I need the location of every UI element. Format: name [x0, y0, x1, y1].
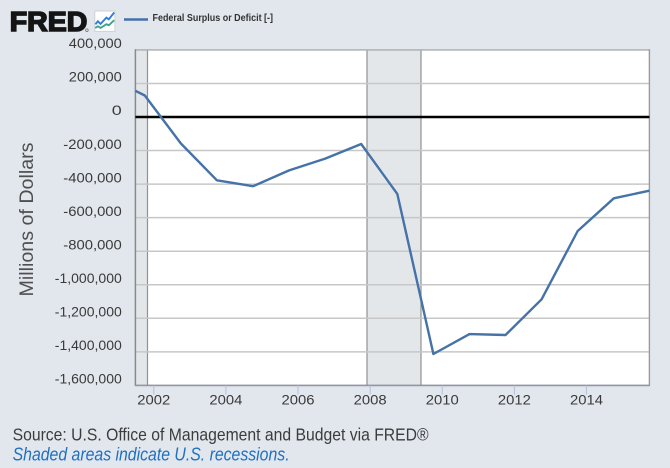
svg-text:Source: U.S. Office of Managem: Source: U.S. Office of Management and Bu…	[13, 424, 429, 444]
svg-text:2014: 2014	[570, 393, 603, 408]
svg-text:2002: 2002	[137, 393, 170, 408]
svg-text:400,000: 400,000	[69, 36, 122, 51]
svg-text:2012: 2012	[498, 393, 531, 408]
svg-text:FRED: FRED	[10, 6, 88, 37]
svg-text:-800,000: -800,000	[63, 237, 122, 252]
svg-text:-1,200,000: -1,200,000	[55, 305, 122, 320]
svg-text:2010: 2010	[426, 393, 459, 408]
svg-text:-1,600,000: -1,600,000	[55, 372, 122, 387]
svg-text:0: 0	[112, 103, 122, 118]
svg-text:200,000: 200,000	[69, 70, 122, 85]
svg-text:-200,000: -200,000	[63, 137, 122, 152]
svg-text:2008: 2008	[354, 393, 387, 408]
svg-text:2004: 2004	[209, 393, 242, 408]
svg-text:Millions of Dollars: Millions of Dollars	[17, 143, 38, 297]
svg-text:-1,400,000: -1,400,000	[55, 338, 122, 353]
svg-text:2006: 2006	[282, 393, 315, 408]
svg-text:-400,000: -400,000	[63, 170, 122, 185]
svg-text:Shaded areas indicate U.S. rec: Shaded areas indicate U.S. recessions.	[13, 445, 290, 465]
svg-text:-1,000,000: -1,000,000	[55, 271, 122, 286]
svg-text:Federal Surplus or Deficit [-]: Federal Surplus or Deficit [-]	[153, 13, 274, 24]
svg-text:-600,000: -600,000	[63, 204, 122, 219]
